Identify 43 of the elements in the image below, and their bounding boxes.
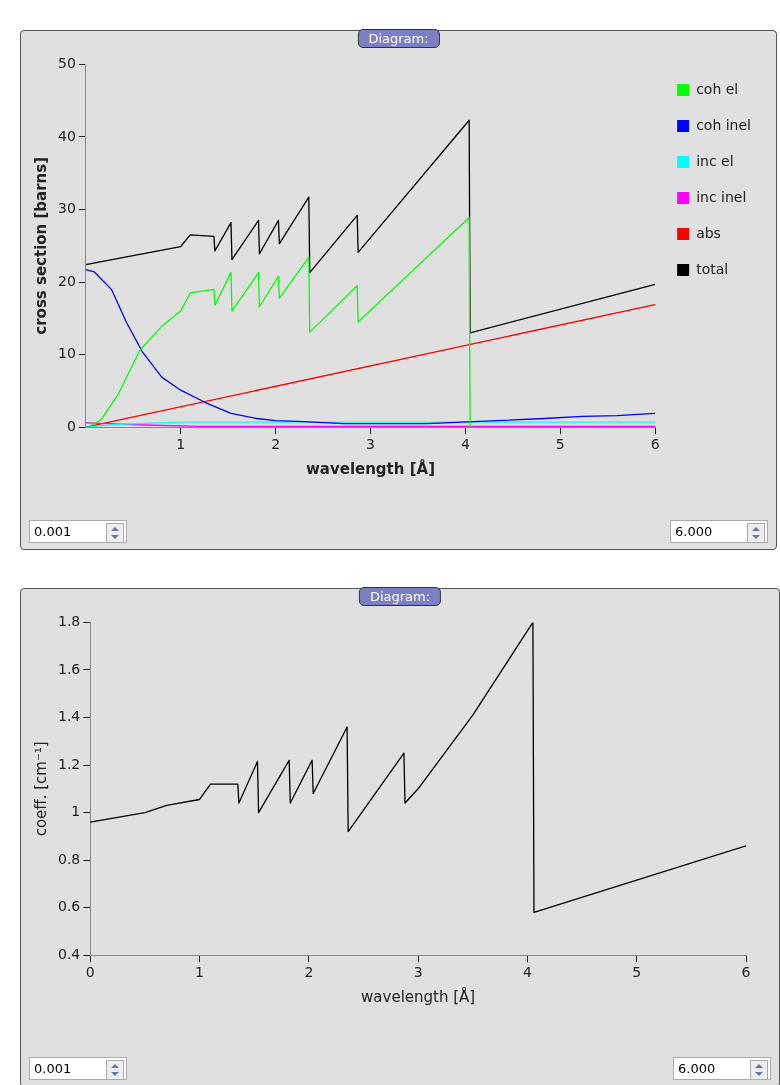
y-tick-label: 1.6 <box>58 660 81 677</box>
y-tick-label: 1 <box>71 803 81 820</box>
y-tick-label: 0.8 <box>58 850 81 867</box>
text: Diagram: <box>358 587 442 606</box>
x-tick-label: 4 <box>460 436 470 453</box>
x-tick-label: 6 <box>741 964 751 981</box>
x-tick-label: 6 <box>650 436 660 453</box>
y-tick-label: 1.4 <box>58 708 81 725</box>
y-axis-title: coeff. [cm⁻¹] <box>31 741 50 837</box>
x-tick-label: 3 <box>366 436 375 453</box>
legend-label: coh el <box>696 80 739 97</box>
legend-label: abs <box>696 224 721 241</box>
y-tick-label: 0.4 <box>58 945 81 962</box>
y-tick-label: 10 <box>57 345 76 362</box>
x-tick-label: 0 <box>85 964 95 981</box>
y-tick-label: 40 <box>57 127 76 144</box>
legend-label: coh inel <box>696 116 752 133</box>
text: Diagram: <box>357 29 440 48</box>
x-tick-label: 3 <box>413 964 423 981</box>
legend-label: total <box>696 260 729 277</box>
y-tick-label: 1.8 <box>58 613 81 630</box>
x-tick-label: 5 <box>555 436 565 453</box>
x-axis-title: wavelength [Å] <box>305 458 436 478</box>
y-tick-label: 20 <box>57 272 76 289</box>
y-axis-title: cross section [barns] <box>31 156 50 335</box>
x-tick-label: 2 <box>304 964 314 981</box>
text: 6.000 <box>675 524 713 539</box>
y-tick-label: 0.6 <box>58 898 81 915</box>
legend-label: inc el <box>696 152 734 169</box>
x-tick-label: 5 <box>632 964 642 981</box>
y-tick-label: 50 <box>57 55 76 72</box>
legend-label: inc inel <box>696 188 747 205</box>
y-tick-label: 30 <box>57 200 76 217</box>
y-tick-label: 1.2 <box>58 755 81 772</box>
x-tick-label: 2 <box>271 436 281 453</box>
text: 0.001 <box>34 524 72 539</box>
y-tick-label: 0 <box>66 417 76 434</box>
text: 0.001 <box>34 1061 72 1076</box>
text: 6.000 <box>678 1061 716 1076</box>
x-tick-label: 1 <box>195 964 205 981</box>
x-tick-label: 4 <box>522 964 532 981</box>
x-axis-title: wavelength [Å] <box>361 986 476 1006</box>
x-tick-label: 1 <box>176 436 186 453</box>
